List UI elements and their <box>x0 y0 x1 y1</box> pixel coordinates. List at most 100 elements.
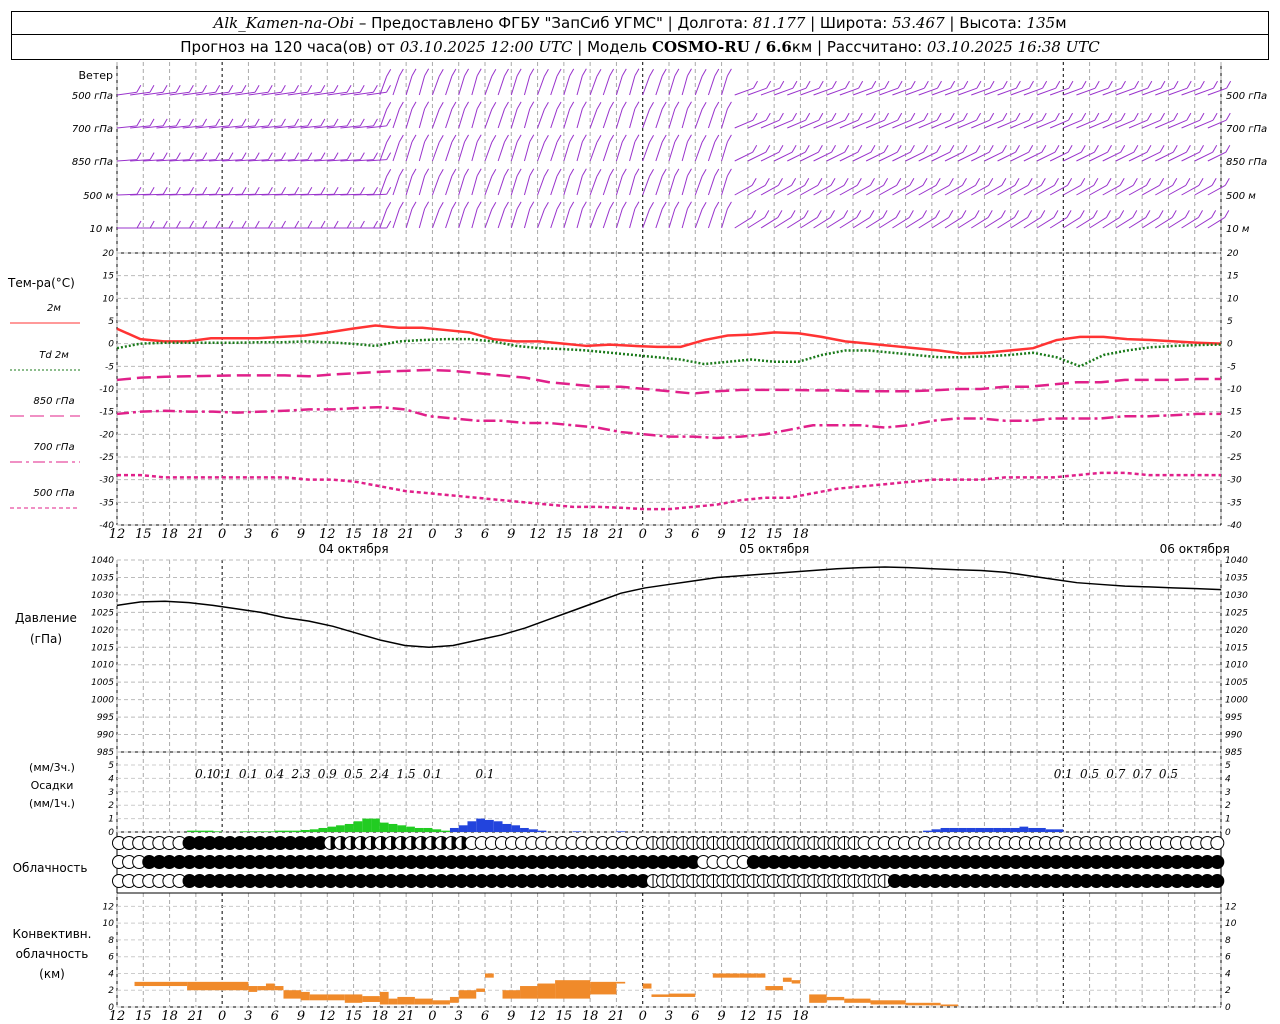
wind-barb-flag <box>726 68 732 77</box>
wind-barb <box>1076 216 1094 229</box>
wind-barb <box>1076 151 1095 162</box>
wind-barb-flag <box>764 210 770 218</box>
wind-barb-flag <box>909 144 915 153</box>
time-tick-label: 18 <box>161 527 178 542</box>
conv-bar <box>739 973 757 978</box>
wind-level-label-right: 850 гПа <box>1226 157 1267 168</box>
wind-barb <box>865 184 884 196</box>
wind-barb <box>773 184 792 196</box>
wind-barb-flag <box>529 101 535 109</box>
conv-ytick: 12 <box>103 902 115 912</box>
wind-barb-flag <box>398 134 404 143</box>
wind-barb <box>800 87 820 96</box>
wind-barb-flag <box>215 84 221 93</box>
precip-unit-1h: (мм/1ч.) <box>29 797 75 810</box>
precip-bar-rain <box>301 829 310 832</box>
wind-barb-flag <box>188 84 194 93</box>
wind-barb-flag <box>858 80 864 89</box>
wind-barb-flag <box>765 144 771 153</box>
wind-barb-flag <box>451 101 457 110</box>
provider: Предоставлено ФГБУ "ЗапСиб УГМС" <box>371 14 663 32</box>
precip-3h-label: 0.5 <box>1159 767 1178 781</box>
conv-bar <box>344 994 363 1003</box>
wind-barb-flag <box>634 68 640 76</box>
wind-barb <box>813 216 831 229</box>
time-tick-label: 18 <box>792 527 809 542</box>
time-tick-label: 6 <box>481 527 489 542</box>
precip-bar-snow <box>449 827 459 832</box>
wind-barb <box>366 91 387 96</box>
wind-barb-flag <box>621 134 627 143</box>
wind-barb <box>1155 216 1173 229</box>
wind-barb-flag <box>844 144 850 153</box>
wind-barb <box>787 216 805 229</box>
wind-barb-flag <box>922 178 928 186</box>
conv-bar <box>756 973 766 978</box>
wind-barb-flag <box>1211 210 1217 218</box>
precip-bar-snow <box>537 830 547 832</box>
time-tick-label: 12 <box>109 527 126 542</box>
precip-bar-rain <box>362 818 372 832</box>
conv-ytick: 2 <box>108 986 114 996</box>
wind-barb-flag <box>438 68 444 77</box>
wind-barb-flag <box>372 84 378 93</box>
time-tick-label: 12 <box>319 527 336 542</box>
wind-barb <box>826 184 845 196</box>
wind-barb <box>957 151 977 162</box>
conv-ytick: 0 <box>108 1003 114 1013</box>
wind-barb-flag <box>975 144 981 153</box>
temp-ytick: -20 <box>99 430 114 440</box>
conv-bar <box>809 994 827 1003</box>
pres-ytick: 1005 <box>91 678 114 688</box>
wind-barb <box>655 141 663 162</box>
temp-ytick: -25 <box>99 453 114 463</box>
wind-barb <box>1194 216 1212 229</box>
wind-barb <box>471 108 478 129</box>
conv-bar <box>309 994 328 1001</box>
prec-ytick: 0 <box>108 828 114 838</box>
precip-bar-rain <box>248 831 258 832</box>
wind-barb <box>353 125 374 129</box>
wind-barb-flag <box>649 201 654 210</box>
wind-barb-flag <box>1211 178 1217 186</box>
wind-barb-flag <box>228 84 234 93</box>
wind-barb <box>602 141 611 162</box>
wind-barb-flag <box>818 80 824 89</box>
time-tick-label-bottom: 0 <box>428 1009 436 1024</box>
wind-barb <box>734 216 752 229</box>
precip-bar-snow <box>931 829 941 832</box>
conv-bar <box>765 986 783 991</box>
wind-barb-flag <box>792 80 798 89</box>
wind-barb-flag <box>1040 178 1046 186</box>
conv-bar <box>642 983 652 989</box>
wind-barb-flag <box>398 168 404 177</box>
wind-barb-flag <box>1132 210 1138 218</box>
wind-barb-flag <box>843 210 849 218</box>
wind-barb <box>353 159 374 162</box>
wind-barb-flag <box>792 112 797 121</box>
wind-barb-flag <box>386 187 392 195</box>
wind-barb-flag <box>581 134 587 142</box>
wind-barb-flag <box>817 144 823 153</box>
wind-barb <box>944 216 963 229</box>
wind-barb-flag <box>333 187 339 195</box>
conv-ytick: 10 <box>103 919 115 929</box>
pres-ytick-right: 990 <box>1225 731 1242 741</box>
temp-ytick: -30 <box>99 476 114 486</box>
wind-barb-flag <box>267 187 273 195</box>
wind-barb-flag <box>373 187 378 195</box>
wind-barb-flag <box>281 118 286 127</box>
precip-3h-label: 0.5 <box>1080 767 1099 781</box>
wind-barb-flag <box>1093 178 1099 186</box>
wind-barb <box>1141 151 1161 162</box>
conv-ytick-right: 12 <box>1225 902 1237 912</box>
wind-barb-flag <box>1002 80 1008 89</box>
wind-barb <box>1194 184 1213 196</box>
wind-barb-flag <box>1158 210 1164 218</box>
calc-time: 03.10.2025 16:38 UTC <box>926 38 1100 56</box>
wind-barb-flag <box>1015 144 1020 153</box>
wind-barb <box>1089 87 1109 96</box>
wind-barb <box>274 125 295 129</box>
wind-barb <box>156 91 177 96</box>
wind-barb <box>222 159 243 162</box>
